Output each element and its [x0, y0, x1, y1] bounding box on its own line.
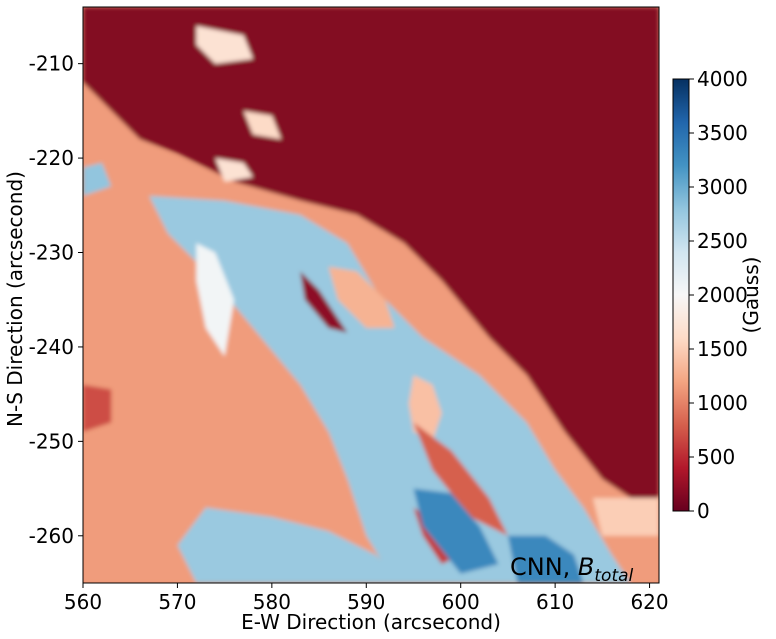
x-tick-label: 610: [536, 590, 574, 614]
annotation-prefix: CNN,: [510, 553, 578, 581]
x-tick-label: 580: [253, 590, 291, 614]
x-tick-label: 560: [64, 590, 102, 614]
colorbar-tick-label: 1500: [697, 337, 748, 361]
colorbar: 0 500 1000 1500 2000 2500 3000 3500 4000 (Gauss): [672, 67, 763, 523]
heatmap-region-0: [83, 7, 659, 517]
heatmap: [83, 7, 659, 583]
heatmap-region-12: [413, 488, 499, 574]
x-tick-label: 590: [347, 590, 385, 614]
heatmap-region-16: [215, 158, 253, 182]
colorbar-tick-label: 0: [697, 499, 710, 523]
colorbar-tick-label: 3500: [697, 121, 748, 145]
panel-annotation: CNN, Btotal: [510, 553, 634, 586]
heatmap-region-14: [243, 110, 282, 140]
y-tick-label: -210: [29, 52, 74, 76]
heatmap-region-10: [83, 384, 112, 432]
heatmap-region-7: [408, 375, 442, 442]
heatmap-region-3: [177, 507, 404, 583]
heatmap-region-11: [196, 243, 235, 357]
colorbar-label: (Gauss): [739, 257, 763, 334]
colorbar-tick-label: 1000: [697, 391, 748, 415]
y-tick-label: -230: [29, 241, 74, 265]
x-tick-label: 620: [630, 590, 668, 614]
y-tick-label: -240: [29, 335, 74, 359]
y-tick-label: -220: [29, 146, 74, 170]
heatmap-region-8: [413, 422, 508, 536]
y-tick-label: -260: [29, 524, 74, 548]
x-tick-label: 570: [158, 590, 196, 614]
heatmap-region-15: [196, 25, 253, 64]
x-axis-label: E-W Direction (arcsecond): [241, 610, 501, 634]
heatmap-region-13: [507, 535, 584, 583]
colorbar-scale: [672, 78, 690, 512]
colorbar-tick-label: 2500: [697, 229, 748, 253]
y-axis-label: N-S Direction (arcsecond): [3, 171, 27, 427]
heatmap-region-4: [83, 162, 112, 196]
x-axis: 560 570 580 590 600 610 620: [64, 583, 669, 614]
colorbar-tick-label: 3000: [697, 175, 748, 199]
y-tick-label: -250: [29, 429, 74, 453]
heatmap-region-17: [592, 498, 659, 536]
colorbar-tick-label: 2000: [697, 283, 748, 307]
annotation-symbol: B: [578, 553, 594, 581]
colorbar-ticks: 0 500 1000 1500 2000 2500 3000 3500 4000: [689, 67, 748, 523]
annotation-subscript: total: [594, 566, 633, 586]
heatmap-region-5: [328, 266, 395, 328]
plot-frame: [82, 6, 660, 584]
colorbar-tick-label: 500: [697, 445, 735, 469]
x-tick-label: 600: [442, 590, 480, 614]
heatmap-region-6: [300, 271, 348, 333]
colorbar-tick-label: 4000: [697, 67, 748, 91]
heatmap-region-2: [149, 195, 631, 583]
y-axis: -210 -220 -230 -240 -250 -260: [29, 52, 83, 548]
